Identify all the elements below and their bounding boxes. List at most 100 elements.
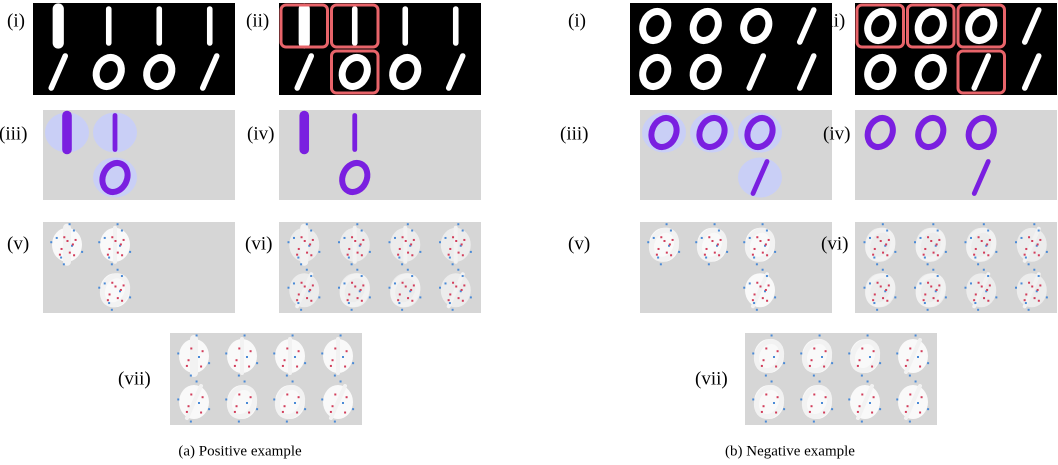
noise-dot [978, 236, 980, 238]
noise-dot [777, 350, 779, 352]
noise-dot [765, 347, 767, 349]
noise-dot [282, 411, 284, 413]
noise-dot [300, 309, 302, 311]
noise-dot [938, 239, 940, 241]
noise-dot [905, 411, 907, 413]
panel-label: (vii) [695, 368, 728, 389]
noise-dot [809, 365, 811, 367]
noise-dot [309, 289, 311, 291]
noise-dot [867, 334, 869, 336]
noise-dot [256, 362, 258, 364]
noise-dot [407, 223, 409, 225]
noise-dot [462, 230, 464, 232]
noise-dot [190, 375, 192, 377]
noise-dot [873, 302, 875, 304]
noise-dot [117, 269, 119, 271]
noise-dot [344, 366, 346, 368]
noise-dot [196, 380, 198, 382]
noise-dot [318, 296, 320, 298]
noise-dot [914, 287, 916, 289]
noise-dot [1020, 237, 1022, 239]
noise-dot [927, 362, 929, 364]
noise-dot [332, 405, 334, 407]
noise-dot [924, 302, 926, 304]
noise-dot [304, 408, 306, 410]
noise-dot [874, 248, 876, 250]
panel-label: (iv) [823, 123, 850, 144]
noise-dot [771, 380, 773, 382]
panel-label: (vi) [245, 233, 272, 254]
noise-dot [825, 396, 827, 398]
noise-dot [334, 421, 336, 423]
noise-dot [360, 289, 362, 291]
noise-dot [970, 282, 972, 284]
noise-dot [458, 297, 460, 299]
noise-dot [880, 240, 882, 242]
noise-dot [347, 299, 349, 301]
noise-dot [1020, 282, 1022, 284]
noise-dot [73, 254, 75, 256]
noise-dot [310, 254, 312, 256]
noise-dot [346, 396, 348, 398]
noise-dot [977, 263, 979, 265]
noise-dot [756, 282, 758, 284]
noise-dot [974, 257, 976, 259]
noise-dot [672, 239, 674, 241]
noise-dot [756, 236, 758, 238]
noise-dot [877, 236, 879, 238]
noise-dot [361, 300, 363, 302]
noise-dot [306, 252, 308, 254]
noise-dot [109, 248, 111, 250]
noise-dot [658, 248, 660, 250]
noise-dot [60, 257, 62, 259]
noise-dot [1038, 275, 1040, 277]
noise-dot [402, 282, 404, 284]
noise-dot [298, 396, 300, 398]
noise-dot [762, 297, 764, 299]
noise-dot [405, 285, 407, 287]
noise-dot [402, 236, 404, 238]
noise-dot [749, 237, 751, 239]
noise-dot [399, 293, 401, 295]
noise-dot [743, 241, 745, 243]
noise-dot [104, 237, 106, 239]
noise-dot [357, 252, 359, 254]
noise-dot [458, 252, 460, 254]
noise-dot [1025, 293, 1027, 295]
noise-dot [670, 254, 672, 256]
noise-dot [1034, 252, 1036, 254]
noise-dot [762, 269, 764, 271]
panel-label: (ii) [822, 10, 845, 31]
noise-dot [296, 254, 298, 256]
noise-dot [718, 254, 720, 256]
noise-dot [909, 421, 911, 423]
noise-dot [343, 282, 345, 284]
noise-dot [975, 293, 977, 295]
noise-dot [923, 299, 925, 301]
noise-dot [759, 285, 761, 287]
noise-dot [774, 296, 776, 298]
noise-dot [462, 275, 464, 277]
noise-dot [334, 375, 336, 377]
noise-dot [666, 252, 668, 254]
noise-dot [411, 230, 413, 232]
noise-dot [761, 411, 763, 413]
noise-dot [457, 223, 459, 225]
noise-dot [362, 284, 364, 286]
noise-dot [773, 402, 775, 404]
noise-dot [348, 293, 350, 295]
noise-dot [301, 236, 303, 238]
noise-dot [989, 239, 991, 241]
noise-dot [369, 251, 371, 253]
noise-dot [413, 239, 415, 241]
noise-dot [273, 352, 275, 354]
noise-dot [444, 237, 446, 239]
noise-dot [919, 282, 921, 284]
noise-dot [765, 375, 767, 377]
noise-dot [208, 362, 210, 364]
noise-dot [888, 239, 890, 241]
noise-dot [304, 362, 306, 364]
noise-dot [695, 241, 697, 243]
noise-dot [310, 275, 312, 277]
noise-dot [238, 421, 240, 423]
